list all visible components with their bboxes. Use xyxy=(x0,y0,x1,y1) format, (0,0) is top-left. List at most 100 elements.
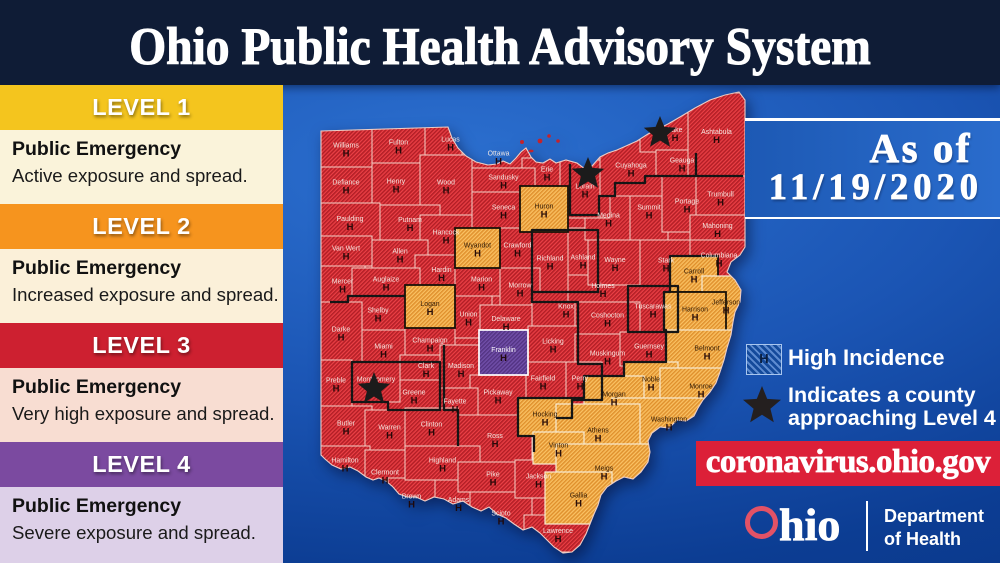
svg-text:Richland: Richland xyxy=(537,256,564,263)
svg-text:H: H xyxy=(375,314,382,325)
svg-text:H: H xyxy=(343,149,350,160)
svg-text:H: H xyxy=(646,350,653,361)
svg-text:Vinton: Vinton xyxy=(549,443,569,450)
svg-text:Paulding: Paulding xyxy=(337,216,364,223)
svg-text:H: H xyxy=(723,306,730,317)
svg-text:H: H xyxy=(563,310,570,321)
svg-text:H: H xyxy=(517,289,524,300)
svg-text:H: H xyxy=(577,382,584,393)
svg-text:H: H xyxy=(646,211,653,222)
svg-text:Henry: Henry xyxy=(387,179,406,186)
svg-text:Shelby: Shelby xyxy=(367,308,389,315)
svg-text:Mahoning: Mahoning xyxy=(702,223,732,230)
svg-text:Putnam: Putnam xyxy=(398,217,422,224)
svg-text:Seneca: Seneca xyxy=(492,205,516,212)
svg-text:Pickaway: Pickaway xyxy=(483,390,513,397)
svg-text:H: H xyxy=(492,439,499,450)
svg-text:H: H xyxy=(650,310,657,321)
svg-text:Medina: Medina xyxy=(597,213,620,220)
svg-text:Brown: Brown xyxy=(402,494,422,501)
svg-text:Logan: Logan xyxy=(420,301,439,308)
svg-text:H: H xyxy=(714,229,721,240)
svg-text:Fulton: Fulton xyxy=(389,140,408,147)
svg-text:Perry: Perry xyxy=(572,376,589,383)
svg-text:H: H xyxy=(382,476,389,487)
svg-text:H: H xyxy=(393,185,400,196)
svg-text:H: H xyxy=(672,133,679,144)
svg-text:Morrow: Morrow xyxy=(509,283,532,290)
svg-text:Clinton: Clinton xyxy=(421,422,443,429)
svg-text:H: H xyxy=(447,143,454,154)
svg-text:Lake: Lake xyxy=(668,127,683,134)
svg-text:H: H xyxy=(333,384,340,395)
svg-text:Huron: Huron xyxy=(535,204,554,211)
svg-text:H: H xyxy=(490,478,497,489)
svg-text:Darke: Darke xyxy=(332,327,351,334)
svg-text:H: H xyxy=(443,236,450,247)
svg-text:H: H xyxy=(514,249,521,260)
svg-text:Greene: Greene xyxy=(403,390,426,397)
svg-text:Wayne: Wayne xyxy=(604,257,625,264)
svg-text:H: H xyxy=(717,198,724,209)
svg-text:Hancock: Hancock xyxy=(433,230,460,237)
svg-text:Muskingum: Muskingum xyxy=(590,351,625,358)
svg-text:Butler: Butler xyxy=(337,421,356,428)
svg-text:Franklin: Franklin xyxy=(491,347,516,354)
svg-text:Knox: Knox xyxy=(558,304,574,311)
svg-text:Williams: Williams xyxy=(333,143,359,150)
svg-text:H: H xyxy=(628,169,635,180)
svg-text:Cuyahoga: Cuyahoga xyxy=(615,163,647,170)
svg-text:Delaware: Delaware xyxy=(491,316,520,323)
svg-text:H: H xyxy=(540,382,547,393)
svg-text:Wood: Wood xyxy=(437,180,455,187)
svg-text:H: H xyxy=(443,186,450,197)
svg-text:Ashtabula: Ashtabula xyxy=(701,129,732,136)
svg-text:Summit: Summit xyxy=(637,205,660,212)
svg-text:H: H xyxy=(452,405,459,416)
svg-text:Jackson: Jackson xyxy=(526,474,551,481)
svg-text:H: H xyxy=(427,307,434,318)
svg-text:Licking: Licking xyxy=(542,339,564,346)
svg-text:Ross: Ross xyxy=(487,433,503,440)
svg-text:H: H xyxy=(713,135,720,146)
svg-text:H: H xyxy=(439,464,446,475)
svg-text:H: H xyxy=(684,205,691,216)
svg-text:Ashland: Ashland xyxy=(571,255,596,262)
svg-text:Columbiana: Columbiana xyxy=(701,253,738,260)
svg-text:H: H xyxy=(438,273,445,284)
svg-text:H: H xyxy=(500,181,507,192)
svg-text:Crawford: Crawford xyxy=(504,243,532,250)
svg-text:Gallia: Gallia xyxy=(570,493,588,500)
svg-text:H: H xyxy=(503,322,510,333)
svg-text:H: H xyxy=(575,499,582,510)
svg-text:H: H xyxy=(423,369,430,380)
svg-text:H: H xyxy=(397,255,404,266)
svg-text:H: H xyxy=(555,449,562,460)
svg-text:Fairfield: Fairfield xyxy=(531,376,556,383)
svg-text:H: H xyxy=(343,427,350,438)
svg-text:Adams: Adams xyxy=(448,497,470,504)
svg-text:H: H xyxy=(542,418,549,429)
svg-text:Allen: Allen xyxy=(392,249,407,256)
svg-text:Monroe: Monroe xyxy=(689,384,713,391)
svg-text:H: H xyxy=(498,517,505,528)
svg-text:H: H xyxy=(465,318,472,329)
svg-text:H: H xyxy=(380,350,387,361)
svg-text:H: H xyxy=(458,369,465,380)
svg-text:Hamilton: Hamilton xyxy=(331,458,358,465)
svg-text:Preble: Preble xyxy=(326,378,346,385)
svg-text:Miami: Miami xyxy=(374,344,393,351)
svg-text:H: H xyxy=(338,333,345,344)
svg-text:Warren: Warren xyxy=(378,425,401,432)
svg-text:H: H xyxy=(648,383,655,394)
svg-text:Van Wert: Van Wert xyxy=(332,246,360,253)
svg-text:H: H xyxy=(535,480,542,491)
svg-text:H: H xyxy=(698,390,705,401)
svg-text:Morgan: Morgan xyxy=(602,392,626,399)
svg-text:H: H xyxy=(343,186,350,197)
svg-text:Harrison: Harrison xyxy=(682,307,708,314)
svg-text:H: H xyxy=(611,398,618,409)
svg-text:H: H xyxy=(612,263,619,274)
svg-text:Meigs: Meigs xyxy=(595,466,614,473)
svg-text:Hocking: Hocking xyxy=(533,412,558,419)
